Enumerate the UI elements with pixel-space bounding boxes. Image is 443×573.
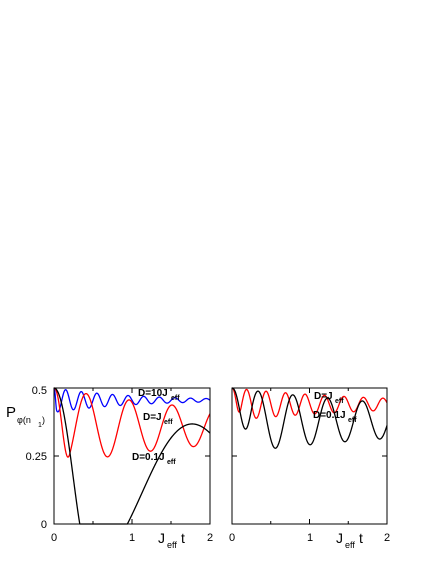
annotation-sub: eff [167,459,176,466]
left-annotations: D=10J eff D=J eff D=0.1J eff [132,388,180,466]
series-line-d-0-1j-eff [231,387,388,449]
left-xlabel-sub: eff [167,540,177,550]
annotation-sub: eff [164,419,173,426]
left-ylabel-sub: φ(n [17,415,31,425]
annotation-main: D=J [143,412,162,423]
annotation-d1: D=J eff [143,412,173,426]
left-ylabel-sub2: 1 [38,422,42,429]
right-xtick-label: 2 [384,532,390,544]
annotation-d10: D=10J eff [138,388,180,402]
annotation-sub: eff [348,417,357,424]
left-ytick-label: 0.5 [32,385,47,397]
left-xtick-label: 1 [129,532,135,544]
right-xlabel-tail: t [359,530,363,546]
right-xlabel-sub: eff [345,540,355,550]
right-series-group [231,387,388,449]
series-line-d-10j-eff [53,387,211,413]
right-xlabel-main: J [336,530,343,546]
left-xtick-label: 0 [51,532,57,544]
right-xlabel: J eff t [336,530,363,550]
annotation-sub: eff [171,395,180,402]
annotation-d1: D=J eff [314,391,344,405]
annotation-main: D=0.1J [313,410,346,421]
left-plot-frame [53,387,211,525]
right-annotations: D=J eff D=0.1J eff [313,391,357,424]
right-panel: 0 1 2 J eff t D=J eff D=0.1J eff [229,387,390,550]
annotation-d01: D=0.1J eff [313,410,357,424]
annotation-sub: eff [335,398,344,405]
annotation-d01: D=0.1J eff [132,452,176,466]
left-ylabel: P [6,404,16,421]
left-xlabel: J eff t [158,530,185,550]
right-tick-marks [231,387,388,525]
right-xtick-label: 1 [307,532,313,544]
right-xtick-label: 0 [229,532,235,544]
annotation-main: D=J [314,391,333,402]
left-xlabel-main: J [158,530,165,546]
annotation-main: D=10J [138,388,168,399]
annotation-main: D=0.1J [132,452,165,463]
left-ytick-label: 0 [41,519,47,531]
series-line-d-j-eff [231,387,388,419]
right-plot-frame [231,387,388,525]
left-xlabel-tail: t [181,530,185,546]
left-xtick-label: 2 [207,532,213,544]
left-ylabel-close: ) [42,415,45,425]
left-ytick-label: 0.25 [26,451,47,463]
series-line-d-j-eff [53,387,211,458]
left-panel: P φ(n 1 ) 0.5 0.25 0 0 1 2 J eff t D=10J… [6,385,213,550]
